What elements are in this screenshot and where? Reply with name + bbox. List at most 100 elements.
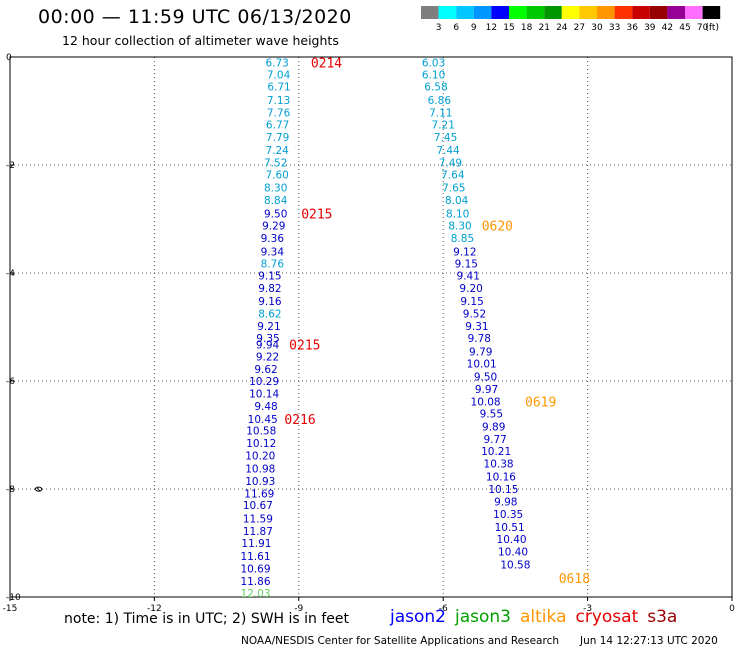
colorbar-tick-label: 15 xyxy=(503,23,514,33)
wave-height-value: 6.10 xyxy=(422,69,445,81)
wave-height-value: 7.52 xyxy=(264,157,287,169)
wave-height-value: 10.21 xyxy=(481,446,511,458)
x-tick-label: 0 xyxy=(729,604,735,614)
x-tick-label: -3 xyxy=(583,604,592,614)
wave-height-value: 8.04 xyxy=(445,195,469,207)
wave-height-value: 9.89 xyxy=(482,421,505,433)
wave-height-value: 9.52 xyxy=(463,309,486,321)
pass-time-label: 0619 xyxy=(525,396,556,411)
wave-height-value: 9.31 xyxy=(465,321,488,333)
wave-height-value: 10.45 xyxy=(248,414,278,426)
map-frame xyxy=(9,56,733,598)
legend-altika: altika xyxy=(520,607,567,627)
map-axes: -15 -12 -9 -6 -3 0 0 -2 -4 -6 -8 -10 xyxy=(3,53,735,614)
x-tick-label: -6 xyxy=(439,604,448,614)
colorbar-swatch xyxy=(702,6,721,19)
note-text: note: 1) Time is in UTC; 2) SWH is in fe… xyxy=(64,611,350,627)
wave-height-value: 10.01 xyxy=(467,359,497,371)
wave-height-value: 7.24 xyxy=(265,145,289,157)
wave-height-value: 9.22 xyxy=(256,352,279,364)
pass-time-label: 0216 xyxy=(284,413,315,428)
altimeter-tracks: 6.737.046.717.137.766.777.797.247.527.60… xyxy=(240,57,530,600)
x-tick-label: -9 xyxy=(294,604,303,614)
wave-height-value: 6.03 xyxy=(422,57,445,69)
wave-height-value: 10.93 xyxy=(245,476,275,488)
legend-jason2: jason2 xyxy=(390,607,446,627)
wave-height-value: 7.11 xyxy=(429,108,452,120)
wave-height-value: 11.91 xyxy=(241,538,271,550)
wave-height-value: 8.30 xyxy=(448,220,471,232)
legend-jason3: jason3 xyxy=(455,607,511,627)
colorbar-tick-label: 70 xyxy=(697,23,709,33)
wave-height-value: 8.30 xyxy=(264,183,287,195)
colorbar-swatch xyxy=(614,6,633,19)
wave-height-value: 11.86 xyxy=(240,576,270,588)
wave-height-value: 9.94 xyxy=(256,339,280,351)
colorbar-swatch xyxy=(632,6,650,19)
wave-height-value: 10.16 xyxy=(486,472,516,484)
wave-height-value: 9.62 xyxy=(254,364,277,376)
wave-height-value: 9.98 xyxy=(494,496,517,508)
colorbar-swatch xyxy=(667,6,685,19)
colorbar-swatch xyxy=(597,6,615,19)
colorbar-tick-label: 36 xyxy=(626,23,638,33)
wave-height-value: 11.61 xyxy=(240,551,270,563)
wave-height-value: 9.12 xyxy=(453,246,476,258)
colorbar-swatch xyxy=(685,6,703,19)
wave-height-value: 10.67 xyxy=(243,500,273,512)
colorbar-tick-label: (ft) xyxy=(705,23,719,33)
wave-height-value: 9.36 xyxy=(261,233,285,245)
wave-height-value: 10.58 xyxy=(246,426,276,438)
wave-height-value: 9.79 xyxy=(469,346,492,358)
wave-height-value: 7.60 xyxy=(265,170,288,182)
pass-time-label: 0215 xyxy=(301,208,332,223)
pass-time-label: 0620 xyxy=(482,219,513,234)
wave-height-value: 7.49 xyxy=(439,157,462,169)
wave-height-value: 9.15 xyxy=(455,258,478,270)
x-tick-label: -12 xyxy=(147,604,162,614)
pass-time-label: 0215 xyxy=(289,338,320,353)
wave-height-value: 7.45 xyxy=(434,132,457,144)
colorbar-tick-label: 3 xyxy=(436,23,442,33)
wave-height-value: 10.40 xyxy=(497,534,527,546)
wave-height-value: 10.58 xyxy=(500,560,530,572)
pass-time-label: 0618 xyxy=(559,572,590,587)
wave-height-value: 10.69 xyxy=(240,563,270,575)
colorbar-tick-label: 45 xyxy=(679,23,690,33)
wave-height-value: 7.64 xyxy=(441,170,465,182)
wave-height-value: 10.51 xyxy=(495,522,525,534)
y-tick-label: -6 xyxy=(6,377,15,387)
wave-height-value: 9.35 xyxy=(256,333,279,345)
wave-height-value: 11.87 xyxy=(243,526,273,538)
wave-height-value: 7.04 xyxy=(267,69,291,81)
colorbar-tick-label: 33 xyxy=(609,23,620,33)
colorbar-tick-label: 30 xyxy=(591,23,603,33)
wave-height-value: 9.48 xyxy=(254,401,277,413)
wave-height-value: 10.98 xyxy=(245,463,275,475)
colorbar-swatch xyxy=(526,6,545,19)
wave-height-value: 9.21 xyxy=(257,321,280,333)
wave-height-value: 8.76 xyxy=(261,258,285,270)
wave-height-value: 10.40 xyxy=(498,547,528,559)
wave-height-value: 10.20 xyxy=(245,451,275,463)
colorbar-tick-label: 12 xyxy=(486,23,497,33)
page-title: 00:00 — 11:59 UTC 06/13/2020 xyxy=(38,6,352,28)
colorbar-swatch xyxy=(509,6,527,19)
wave-height-value: 6.71 xyxy=(267,82,290,94)
wave-height-value: 8.62 xyxy=(258,309,281,321)
wave-height-value: 9.82 xyxy=(258,283,281,295)
y-tick-label: -4 xyxy=(6,269,15,279)
wave-height-value: 7.44 xyxy=(436,145,460,157)
wave-height-value: 9.41 xyxy=(457,271,480,283)
wave-height-value: 9.29 xyxy=(262,220,285,232)
wave-height-value: 6.86 xyxy=(428,95,452,107)
y-tick-label: -10 xyxy=(6,593,21,603)
wave-height-value: 7.79 xyxy=(266,132,289,144)
credit-text: NOAA/NESDIS Center for Satellite Applica… xyxy=(241,635,559,647)
colorbar-tick-label: 18 xyxy=(521,23,533,33)
page-subtitle: 12 hour collection of altimeter wave hei… xyxy=(62,33,339,48)
colorbar-tick-label: 24 xyxy=(556,23,568,33)
wave-height-value: 9.15 xyxy=(258,271,281,283)
wave-height-value: 6.73 xyxy=(265,57,288,69)
